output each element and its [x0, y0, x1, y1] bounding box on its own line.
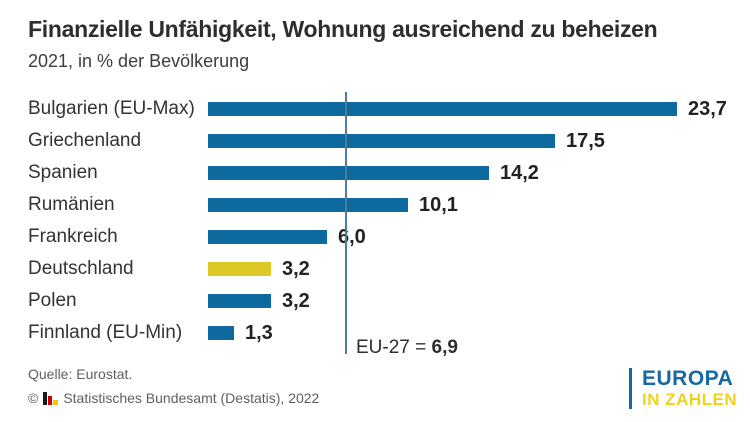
eu-average-label: EU-27 = 6,9: [356, 337, 458, 359]
category-label: Spanien: [28, 162, 98, 183]
bar: [208, 198, 408, 212]
destatis-bar-chart-icon: [43, 391, 59, 405]
chart-row: Griechenland 17,5: [0, 125, 750, 157]
bar: [208, 230, 327, 244]
logo-line-in-zahlen: IN ZAHLEN: [642, 390, 738, 409]
bar: [208, 134, 555, 148]
category-label: Bulgarien (EU-Max): [28, 98, 195, 119]
value-label: 3,2: [282, 290, 310, 312]
bar-highlighted: [208, 262, 271, 276]
chart-row: Deutschland 3,2: [0, 253, 750, 285]
chart-subtitle: 2021, in % der Bevölkerung: [28, 51, 250, 71]
logo-vertical-rule: [629, 368, 632, 409]
category-label: Polen: [28, 290, 77, 311]
logo-text: EUROPA IN ZAHLEN: [642, 367, 738, 410]
logo-line-europa: EUROPA: [642, 367, 734, 390]
value-label: 10,1: [419, 194, 458, 216]
eu-average-value: 6,9: [431, 337, 458, 358]
chart-title: Finanzielle Unfähigkeit, Wohnung ausreic…: [28, 16, 658, 42]
eu-average-line: [345, 92, 347, 354]
bar: [208, 102, 677, 116]
destatis-icon-black-bar: [43, 392, 48, 405]
value-label: 6,0: [338, 226, 366, 248]
category-label: Rumänien: [28, 194, 115, 215]
chart-row: Frankreich 6,0: [0, 221, 750, 253]
chart-row: Finnland (EU-Min) 1,3: [0, 317, 750, 349]
eu-average-label-prefix: EU-27 =: [356, 337, 432, 358]
category-label: Deutschland: [28, 258, 134, 279]
value-label: 17,5: [566, 130, 605, 152]
chart-row: Bulgarien (EU-Max) 23,7: [0, 93, 750, 125]
bar: [208, 326, 234, 340]
bar: [208, 294, 271, 308]
destatis-icon-yellow-bar: [53, 400, 59, 405]
bar-chart: Bulgarien (EU-Max) 23,7 Griechenland 17,5 Sp…: [0, 93, 750, 349]
source-note: Quelle: Eurostat.: [28, 366, 133, 382]
bar-chart-rows: Bulgarien (EU-Max) 23,7 Griechenland 17,5 Sp…: [0, 93, 750, 349]
value-label: 23,7: [688, 98, 727, 120]
chart-row: Polen 3,2: [0, 285, 750, 317]
copyright-symbol: ©: [28, 390, 39, 406]
category-label: Frankreich: [28, 226, 118, 247]
value-label: 1,3: [245, 322, 273, 344]
bar: [208, 166, 489, 180]
copyright-note: © Statistisches Bundesamt (Destatis), 20…: [28, 390, 319, 406]
chart-row: Rumänien 10,1: [0, 189, 750, 221]
value-label: 3,2: [282, 258, 310, 280]
europa-in-zahlen-logo: EUROPA IN ZAHLEN: [629, 368, 737, 409]
chart-row: Spanien 14,2: [0, 157, 750, 189]
category-label: Finnland (EU-Min): [28, 322, 183, 343]
copyright-text: Statistisches Bundesamt (Destatis), 2022: [63, 390, 320, 406]
destatis-icon-red-bar: [48, 396, 53, 405]
category-label: Griechenland: [28, 130, 142, 151]
value-label: 14,2: [500, 162, 539, 184]
